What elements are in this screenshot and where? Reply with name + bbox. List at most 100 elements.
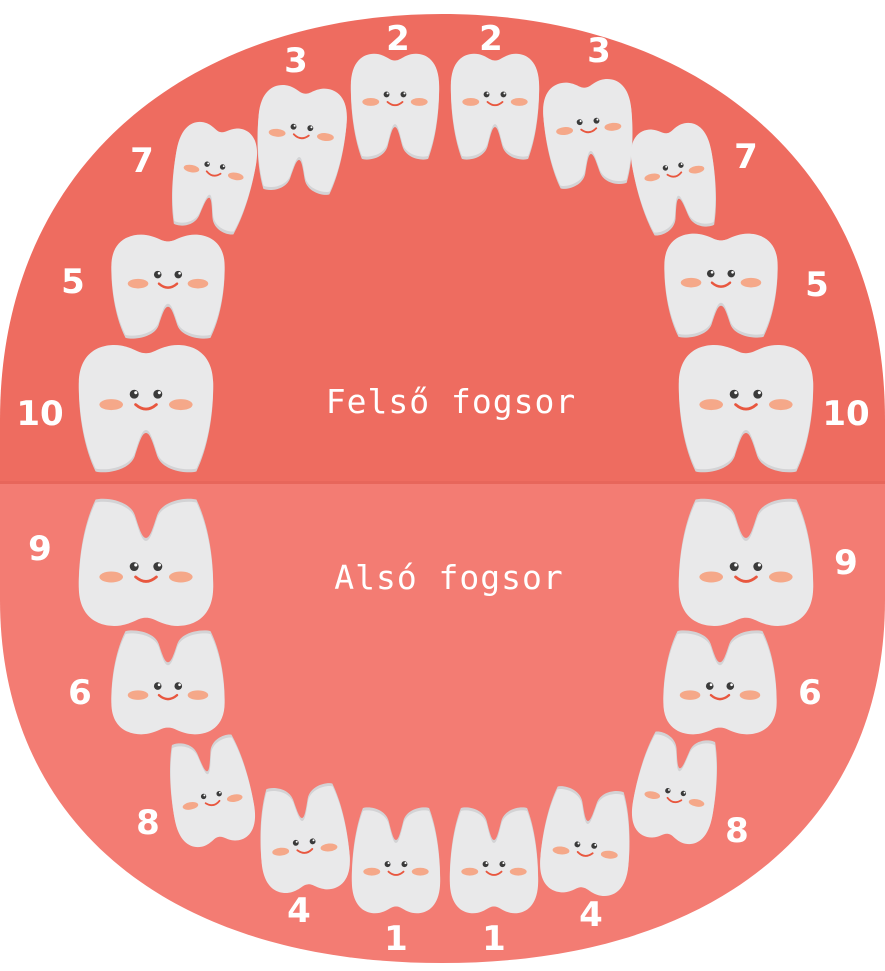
tooth-eye-highlight bbox=[295, 840, 298, 843]
tooth-eye-highlight bbox=[577, 842, 580, 845]
tooth-cheek bbox=[182, 802, 199, 810]
tooth-eye-highlight bbox=[310, 126, 313, 129]
arch-divider bbox=[0, 481, 885, 484]
tooth-lower-right-8 bbox=[170, 734, 256, 848]
tooth-eye bbox=[384, 861, 391, 868]
tooth-lower-left-9 bbox=[678, 498, 814, 626]
lower-arch-label: Alsó fogsor bbox=[334, 558, 564, 597]
tooth-body bbox=[111, 234, 225, 336]
tooth-lower-left-4 bbox=[540, 786, 630, 896]
tooth-eye-highlight bbox=[486, 92, 489, 95]
tooth-eye-highlight bbox=[734, 563, 738, 567]
tooth-body bbox=[663, 633, 777, 735]
tooth-eye-highlight bbox=[157, 391, 161, 395]
tooth-eye-highlight bbox=[207, 162, 210, 165]
tooth-cheek bbox=[99, 399, 123, 411]
tooth-body bbox=[449, 810, 539, 914]
tooth-eye-highlight bbox=[734, 391, 738, 395]
tooth-eye-highlight bbox=[668, 789, 670, 791]
tooth-eye-highlight bbox=[157, 563, 161, 567]
tooth-upper-left-3 bbox=[543, 79, 633, 189]
tooth-eye bbox=[174, 682, 183, 690]
tooth-face bbox=[127, 270, 209, 289]
tooth-cheek bbox=[272, 847, 290, 856]
tooth-smile bbox=[734, 403, 758, 411]
tooth-eye-highlight bbox=[731, 270, 734, 274]
teeth-layer bbox=[78, 53, 814, 914]
tooth-face bbox=[272, 838, 338, 856]
eruption-number-upper-left-7: 7 bbox=[734, 137, 758, 177]
tooth-upper-right-5 bbox=[111, 234, 225, 339]
tooth-smile bbox=[734, 575, 758, 583]
tooth-upper-right-2 bbox=[350, 53, 440, 160]
eruption-number-upper-right-3: 3 bbox=[284, 41, 308, 81]
tooth-smile bbox=[204, 799, 221, 807]
tooth-cheek bbox=[187, 278, 209, 289]
tooth-eye bbox=[706, 269, 715, 278]
tooth-eye-highlight bbox=[157, 683, 161, 687]
tooth-body bbox=[678, 345, 814, 470]
tooth-body bbox=[172, 121, 258, 232]
tooth-cheek bbox=[411, 867, 429, 876]
tooth-eye bbox=[726, 682, 735, 690]
tooth-eye-highlight bbox=[594, 843, 597, 846]
eruption-number-lower-left-6: 6 bbox=[798, 673, 822, 713]
tooth-face bbox=[552, 841, 618, 859]
tooth-body bbox=[111, 633, 225, 735]
tooth-cheek bbox=[461, 867, 479, 876]
eruption-number-lower-left-8: 8 bbox=[725, 811, 749, 851]
eruption-number-lower-left-1: 1 bbox=[482, 919, 506, 959]
upper-arch-label: Felső fogsor bbox=[326, 382, 576, 421]
tooth-face bbox=[699, 389, 793, 411]
tooth-upper-right-3 bbox=[257, 85, 347, 195]
tooth-body bbox=[540, 789, 630, 896]
tooth-eye-highlight bbox=[134, 391, 138, 395]
tooth-eye-highlight bbox=[709, 683, 713, 687]
eruption-number-lower-left-9: 9 bbox=[834, 543, 858, 583]
tooth-face bbox=[99, 562, 193, 583]
tooth-eye bbox=[500, 91, 507, 98]
tooth-face bbox=[680, 269, 762, 288]
tooth-upper-left-2 bbox=[450, 53, 540, 160]
tooth-eye-highlight bbox=[485, 862, 488, 865]
tooth-eye bbox=[129, 389, 139, 399]
tooth-cheek bbox=[699, 571, 723, 583]
tooth-eye-highlight bbox=[757, 391, 761, 395]
tooth-smile bbox=[296, 848, 314, 854]
tooth-smile bbox=[710, 281, 732, 288]
tooth-body bbox=[678, 501, 814, 626]
eruption-number-upper-left-2: 2 bbox=[479, 19, 503, 59]
tooth-lower-left-8 bbox=[631, 731, 717, 845]
tooth-face bbox=[644, 788, 705, 807]
eruption-number-upper-right-10: 10 bbox=[16, 394, 63, 434]
tooth-eye-highlight bbox=[404, 862, 407, 865]
tooth-cheek bbox=[127, 690, 149, 700]
tooth-body bbox=[631, 734, 717, 845]
tooth-body bbox=[170, 737, 256, 848]
tooth-cheek bbox=[688, 165, 705, 174]
tooth-eye bbox=[153, 389, 163, 399]
eruption-numbers-layer: 10 5 7 3 2 2 3 7 5 10 9 6 8 4 1 1 4 8 6 9 bbox=[16, 19, 869, 959]
eruption-number-lower-left-4: 4 bbox=[579, 895, 603, 935]
eruption-number-lower-right-6: 6 bbox=[68, 673, 92, 713]
tooth-smile bbox=[666, 171, 683, 178]
eruption-number-upper-left-10: 10 bbox=[822, 394, 869, 434]
tooth-eye-highlight bbox=[134, 563, 138, 567]
eruption-number-upper-right-2: 2 bbox=[386, 19, 410, 59]
tooth-face bbox=[461, 861, 527, 876]
tooth-upper-left-7 bbox=[630, 122, 716, 236]
tooth-cheek bbox=[679, 690, 701, 700]
tooth-lower-left-6 bbox=[663, 630, 777, 735]
tooth-smile bbox=[292, 133, 310, 140]
tooth-eye bbox=[401, 861, 408, 868]
tooth-eye-highlight bbox=[596, 118, 599, 121]
tooth-eye-highlight bbox=[710, 270, 714, 274]
eruption-number-lower-right-9: 9 bbox=[28, 529, 52, 569]
tooth-face bbox=[362, 91, 428, 107]
tooth-smile bbox=[485, 870, 503, 876]
tooth-eye-highlight bbox=[403, 92, 406, 95]
tooth-body bbox=[78, 345, 214, 470]
tooth-smile bbox=[666, 796, 683, 804]
tooth-eye bbox=[753, 562, 763, 572]
tooth-body bbox=[630, 122, 716, 233]
